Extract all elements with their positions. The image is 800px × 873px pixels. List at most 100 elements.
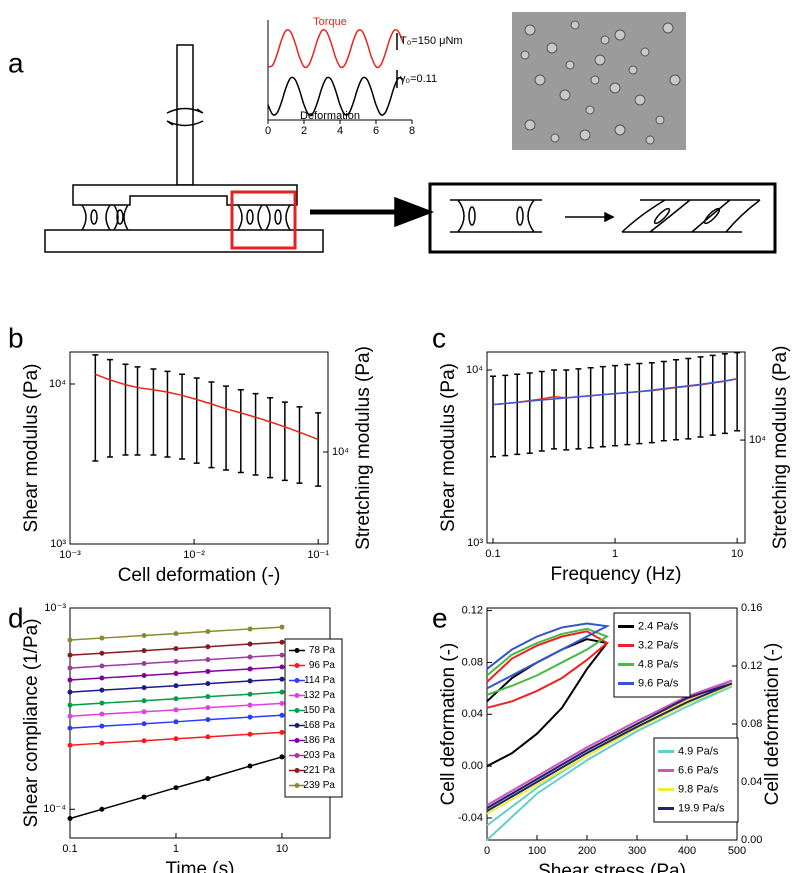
x-tick-label: 2 bbox=[301, 125, 307, 137]
error-bar bbox=[550, 369, 557, 450]
x-tick-label: 4 bbox=[337, 125, 343, 137]
x-tick-label: 1 bbox=[173, 843, 179, 855]
x-tick-label: 8 bbox=[409, 125, 415, 137]
error-bar bbox=[599, 365, 606, 448]
plot-frame bbox=[486, 351, 746, 544]
point bbox=[205, 644, 211, 650]
point bbox=[99, 635, 105, 641]
point bbox=[205, 776, 211, 782]
x-tick-label: 300 bbox=[628, 845, 646, 857]
point bbox=[247, 731, 253, 737]
point bbox=[67, 689, 73, 695]
x-tick-label: 0 bbox=[265, 125, 271, 137]
point bbox=[67, 742, 73, 748]
x-tick-label: 0.1 bbox=[485, 548, 500, 560]
series-line bbox=[95, 373, 319, 441]
error-bar bbox=[179, 373, 186, 460]
point bbox=[173, 707, 179, 713]
legend-marker bbox=[294, 678, 300, 683]
y-tick-label: 0.08 bbox=[462, 656, 483, 668]
point bbox=[279, 729, 285, 735]
panel-label: c bbox=[432, 322, 446, 353]
legend-label: 3.2 Pa/s bbox=[638, 639, 679, 651]
series-line bbox=[267, 76, 404, 116]
x-tick-label: 500 bbox=[728, 845, 746, 857]
point bbox=[99, 687, 105, 693]
series-line bbox=[492, 377, 738, 406]
panel-label: e bbox=[432, 602, 448, 633]
point bbox=[205, 681, 211, 687]
x-axis-label: Time (s) bbox=[166, 859, 235, 873]
y2-axis-label: Stretching modulus (Pa) bbox=[770, 346, 791, 550]
cell-micrograph bbox=[512, 12, 686, 150]
legend-marker bbox=[294, 663, 300, 668]
error-bar bbox=[150, 368, 157, 456]
point bbox=[205, 705, 211, 711]
point bbox=[279, 664, 285, 670]
error-bar bbox=[697, 356, 704, 438]
error-bar bbox=[134, 366, 141, 456]
point bbox=[247, 626, 253, 632]
point bbox=[173, 659, 179, 665]
y-tick-label: 10⁴ bbox=[49, 378, 66, 390]
legend-label: 6.6 Pa/s bbox=[678, 764, 719, 776]
point bbox=[141, 633, 147, 639]
x-axis-label: Cell deformation (-) bbox=[118, 565, 281, 586]
point bbox=[205, 734, 211, 740]
point bbox=[247, 691, 253, 697]
error-bar bbox=[92, 354, 99, 462]
annotation: Deformation bbox=[300, 110, 360, 122]
legend-label: 132 Pa bbox=[303, 690, 335, 701]
point bbox=[141, 738, 147, 744]
y-tick-label: 0.04 bbox=[462, 708, 483, 720]
series-line bbox=[486, 622, 611, 690]
error-bar bbox=[648, 362, 655, 444]
y-tick-label: 10⁻³ bbox=[44, 602, 66, 614]
y2-axis-label: Stretching modulus (Pa) bbox=[353, 346, 374, 550]
error-bar bbox=[267, 397, 274, 479]
x-tick-label: 10 bbox=[731, 548, 743, 560]
legend-label: 221 Pa bbox=[303, 765, 335, 776]
error-bar bbox=[208, 381, 215, 469]
point bbox=[67, 702, 73, 708]
point bbox=[141, 698, 147, 704]
y2-tick-label: 0.16 bbox=[741, 602, 762, 614]
point bbox=[247, 714, 253, 720]
error-bar bbox=[734, 351, 741, 432]
point bbox=[141, 709, 147, 715]
legend-label: 96 Pa bbox=[309, 660, 336, 671]
point bbox=[205, 629, 211, 635]
y2-axis-label: Cell deformation (-) bbox=[762, 643, 783, 806]
error-bar bbox=[636, 362, 643, 445]
point bbox=[247, 666, 253, 672]
point bbox=[173, 785, 179, 791]
point bbox=[99, 650, 105, 656]
y-tick-label: 10⁻⁴ bbox=[43, 803, 66, 815]
legend-label: 9.6 Pa/s bbox=[638, 677, 679, 689]
error-bar bbox=[489, 375, 496, 458]
legend-label: 239 Pa bbox=[303, 780, 335, 791]
x-tick-label: 10 bbox=[276, 843, 288, 855]
x-tick-label: 0 bbox=[484, 845, 490, 857]
y-tick-label: -0.04 bbox=[458, 812, 483, 824]
point bbox=[99, 700, 105, 706]
y-tick-label: 10⁴ bbox=[466, 364, 483, 376]
error-bar bbox=[296, 406, 303, 484]
y-tick-label: 0.12 bbox=[462, 604, 483, 616]
point bbox=[279, 624, 285, 630]
error-bar bbox=[237, 389, 244, 474]
x-tick-label: 200 bbox=[578, 845, 596, 857]
x-tick-label: 100 bbox=[528, 845, 546, 857]
error-bar bbox=[526, 372, 533, 455]
point bbox=[173, 683, 179, 689]
error-bar bbox=[685, 357, 692, 440]
legend-marker bbox=[294, 723, 300, 728]
legend-label: 186 Pa bbox=[303, 735, 335, 746]
point bbox=[141, 648, 147, 654]
error-bar bbox=[164, 370, 171, 458]
legend-marker bbox=[294, 783, 300, 788]
point bbox=[141, 660, 147, 666]
error-bar bbox=[538, 370, 545, 452]
point bbox=[205, 717, 211, 723]
panel-e: e 0 100 200 300 400 500 -0.04 0.00 0.04 0.08 0.12 0.… bbox=[432, 602, 783, 873]
